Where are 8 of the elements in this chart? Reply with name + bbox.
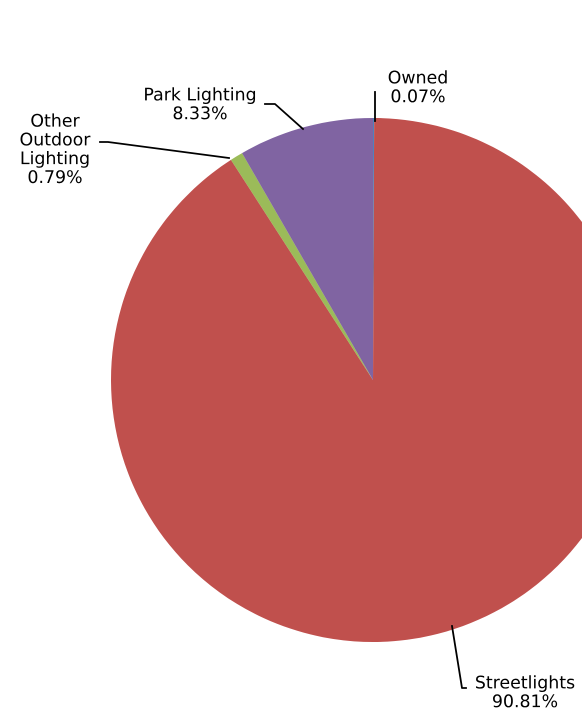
data-label: 0.07%: [392, 89, 445, 102]
slice-label: Owned: [388, 70, 447, 84]
slice-label: Streetlights: [476, 675, 574, 692]
slice-label: Other Outdoor Lighting: [20, 113, 90, 168]
slice-label: Park Lighting: [145, 87, 256, 104]
data-label: 0.79%: [28, 170, 82, 184]
data-label: 90.81%: [492, 694, 558, 708]
data-label: 8.33%: [174, 106, 227, 120]
